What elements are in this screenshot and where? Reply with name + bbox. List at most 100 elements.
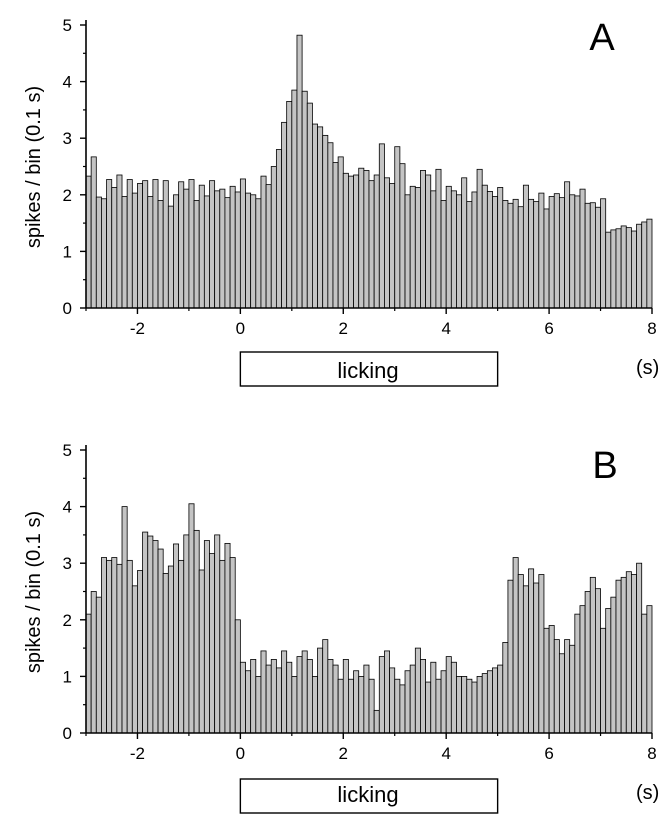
histogram-bar [615,579,622,734]
panel-letter-a: A [589,17,615,59]
histogram-bar [600,198,607,309]
y-tick-label: 2 [63,186,72,205]
histogram-bar [327,142,334,309]
histogram-bar [502,642,509,734]
histogram-bar [342,172,349,309]
histogram-bar [595,588,601,734]
histogram-bar [466,678,473,734]
histogram-bar [137,570,143,734]
histogram-bar [589,576,596,734]
y-tick-label: 0 [63,299,72,318]
histogram-bar [173,543,180,734]
histogram-bar [646,218,653,309]
histogram-bar [399,163,406,309]
histogram-bar [296,656,303,734]
histogram-bar [301,90,308,309]
histogram-bar [363,664,370,734]
histogram-bar [265,184,272,309]
histogram-bar [116,563,123,734]
histogram-bar [126,559,133,734]
histogram-bar [95,596,102,734]
histogram-bar [512,198,519,309]
histogram-bar [342,659,349,734]
histogram-bar [461,676,468,734]
y-tick-label: 3 [63,554,72,573]
histogram-bar [600,627,607,734]
histogram-bar [260,650,267,734]
histogram-bar [281,121,288,309]
histogram-bar [481,673,488,734]
histogram-bar [286,101,293,309]
histogram-bar [214,534,221,734]
histogram-bar [147,535,154,734]
y-tick-labels-b: 0 1 2 3 4 5 [63,441,72,743]
histogram-bar [116,174,123,309]
x-tick-label: 0 [236,319,245,338]
histogram-bar [332,162,339,309]
x-unit-label-b: (s) [636,782,659,804]
histogram-bar [507,202,514,309]
histogram-bar [646,605,653,734]
histogram-bar [564,181,571,309]
y-axis-label-b: spikes / bin (0.1 s) [23,511,45,673]
stimulus-box [239,351,499,387]
panel-b: -2 0 2 4 6 8 0 1 2 3 4 5 spikes / bin (0.1 s) B (s… [23,441,659,814]
histogram-bar [353,174,360,309]
histogram-bar [368,180,375,309]
histogram-bar [322,134,329,309]
histogram-bar [620,576,627,734]
y-tick-label: 4 [63,498,72,517]
histogram-bar [193,529,200,734]
histogram-bar [317,126,324,309]
stimulus-bar-a [239,351,499,387]
histogram-bar [178,559,185,734]
histogram-bar [420,659,427,734]
histogram-bar [548,196,555,309]
histogram-bar [522,585,529,734]
histogram-bar [414,187,421,309]
x-unit-label-a: (s) [636,357,659,379]
histogram-bar [440,670,447,734]
histogram-bar [270,166,277,309]
histogram-bar [420,170,427,309]
histogram-bar [553,193,560,309]
histogram-bar [162,180,169,309]
x-tick-labels-a: -2 0 2 4 6 8 [130,319,657,338]
histogram-bar [574,195,581,309]
histogram-bar [569,644,576,734]
histogram-bar [636,562,643,734]
histogram-bar [311,676,318,734]
histogram-bar [255,198,262,309]
histogram-bar [224,542,231,734]
histogram-bar [337,156,344,309]
histogram-bar [358,676,365,734]
x-tick-labels-b: -2 0 2 4 6 8 [130,744,657,763]
histogram-bar [605,231,612,309]
histogram-bar [250,659,257,734]
histogram-bar [435,678,442,734]
histogram-bar [404,670,411,734]
histogram-bar [183,534,190,734]
histogram-bar [538,574,545,734]
histogram-bar [636,223,643,309]
histogram-bar [456,676,463,734]
histogram-bar [173,194,180,309]
histogram-bar [430,190,437,309]
histogram-bar [188,503,195,734]
histogram-bars-a [85,34,653,309]
histogram-bar [543,627,550,734]
histogram-bar [384,650,390,734]
histogram-bar [440,200,447,309]
histogram-bar [311,123,318,309]
histogram-bar [512,557,519,734]
histogram-bar [332,664,339,734]
histogram-bar [245,192,252,309]
histogram-bar [409,664,416,734]
histogram-bar [502,200,509,309]
axes-a [80,20,653,314]
histogram-bar [466,201,473,309]
histogram-bar [348,175,354,309]
histogram-bar [486,190,493,309]
histogram-bar [430,661,437,734]
